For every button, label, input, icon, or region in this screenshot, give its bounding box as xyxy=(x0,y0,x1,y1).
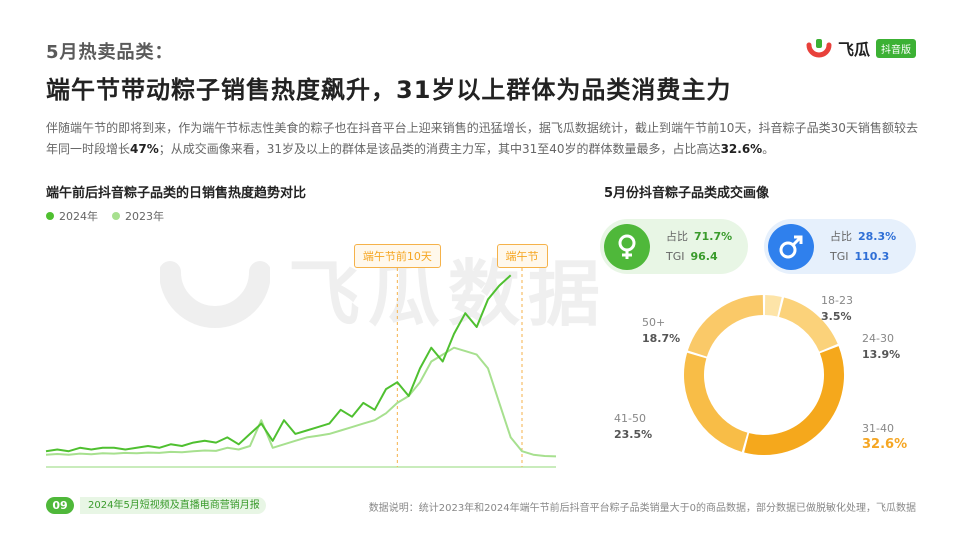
legend-item-2024: 2024年 xyxy=(46,208,98,224)
brand-logo: 飞瓜 抖音版 xyxy=(806,36,916,60)
donut-slice-41-50 xyxy=(684,352,748,452)
donut-slice-50+ xyxy=(687,295,764,357)
page-number: 09 xyxy=(46,497,74,514)
section-kicker: 5月热卖品类： xyxy=(46,42,174,63)
donut-category-18-23: 18-23 xyxy=(821,294,853,307)
donut-label-18-23: 18-23 3.5% xyxy=(821,293,853,325)
report-name: 2024年5月短视频及直播电商营销月报 xyxy=(80,497,266,514)
donut-slice-24-30 xyxy=(778,297,838,352)
annotation-tag-dragon-boat: 端午节 xyxy=(496,244,548,268)
male-share-value: 28.3% xyxy=(858,229,897,243)
female-icon xyxy=(604,223,650,270)
donut-value-24-30: 13.9% xyxy=(862,348,901,361)
male-share-label: 占比 xyxy=(830,229,852,243)
age-donut-chart xyxy=(684,295,844,455)
female-tgi-value: 96.4 xyxy=(690,249,718,263)
female-share-label: 占比 xyxy=(666,229,688,243)
male-icon xyxy=(768,223,814,270)
female-share-value: 71.7% xyxy=(694,229,733,243)
legend-swatch-2024 xyxy=(46,212,54,220)
description-highlight-share: 32.6% xyxy=(720,142,763,156)
donut-label-41-50: 41-50 23.5% xyxy=(614,411,652,443)
donut-value-50-plus: 18.7% xyxy=(642,332,681,345)
donut-label-24-30: 24-30 13.9% xyxy=(862,331,900,363)
line-chart xyxy=(45,268,557,468)
series-line-2024年 xyxy=(45,274,512,453)
male-stat-card: 占比 28.3% TGI 110.3 xyxy=(764,219,916,274)
donut-slice-31-40 xyxy=(744,346,844,455)
line-chart-title: 端午前后抖音粽子品类的日销售热度趋势对比 xyxy=(46,186,307,201)
donut-category-24-30: 24-30 xyxy=(862,332,894,345)
description-highlight-growth: 47% xyxy=(130,142,159,156)
description-text-3: 。 xyxy=(762,142,775,156)
feigua-logo-icon xyxy=(806,39,832,58)
donut-category-31-40: 31-40 xyxy=(862,422,894,435)
brand-name: 飞瓜 xyxy=(837,40,870,59)
donut-value-18-23: 3.5% xyxy=(821,310,852,323)
description-text-1: 伴随端午节的即将到来，作为端午节标志性美食的粽子也在抖音平台上迎来销售的迅猛增长… xyxy=(46,121,918,156)
legend-label-2024: 2024年 xyxy=(59,210,98,223)
line-chart-legend: 2024年 2023年 xyxy=(46,208,164,224)
page-headline: 端午节带动粽子销售热度飙升，31岁以上群体为品类消费主力 xyxy=(46,76,732,104)
donut-category-50-plus: 50+ xyxy=(642,316,666,329)
donut-label-50-plus: 50+ 18.7% xyxy=(642,315,680,347)
legend-swatch-2023 xyxy=(112,212,120,220)
brand-badge: 抖音版 xyxy=(876,38,916,58)
donut-value-41-50: 23.5% xyxy=(614,428,653,441)
annotation-tag-10-days-before: 端午节前10天 xyxy=(353,244,441,268)
donut-chart-title: 5月份抖音粽子品类成交画像 xyxy=(604,186,770,201)
legend-label-2023: 2023年 xyxy=(125,210,164,223)
donut-slice-18-23 xyxy=(764,295,782,317)
female-tgi-label: TGI xyxy=(666,249,685,263)
series-line-2023年 xyxy=(45,346,557,458)
female-stat-card: 占比 71.7% TGI 96.4 xyxy=(600,219,748,274)
donut-label-31-40: 31-40 32.6% xyxy=(862,421,907,453)
legend-item-2023: 2023年 xyxy=(112,208,164,224)
description-text-2: ；从成交画像来看，31岁及以上的群体是该品类的消费主力军，其中31至40岁的群体… xyxy=(158,142,721,156)
donut-value-31-40: 32.6% xyxy=(862,437,908,452)
data-note: 数据说明：统计2023年和2024年端午节前后抖音平台粽子品类销量大于0的商品数… xyxy=(368,503,916,514)
description-paragraph: 伴随端午节的即将到来，作为端午节标志性美食的粽子也在抖音平台上迎来销售的迅猛增长… xyxy=(46,118,918,160)
donut-category-41-50: 41-50 xyxy=(614,412,646,425)
male-tgi-value: 110.3 xyxy=(854,249,890,263)
male-tgi-label: TGI xyxy=(830,249,849,263)
